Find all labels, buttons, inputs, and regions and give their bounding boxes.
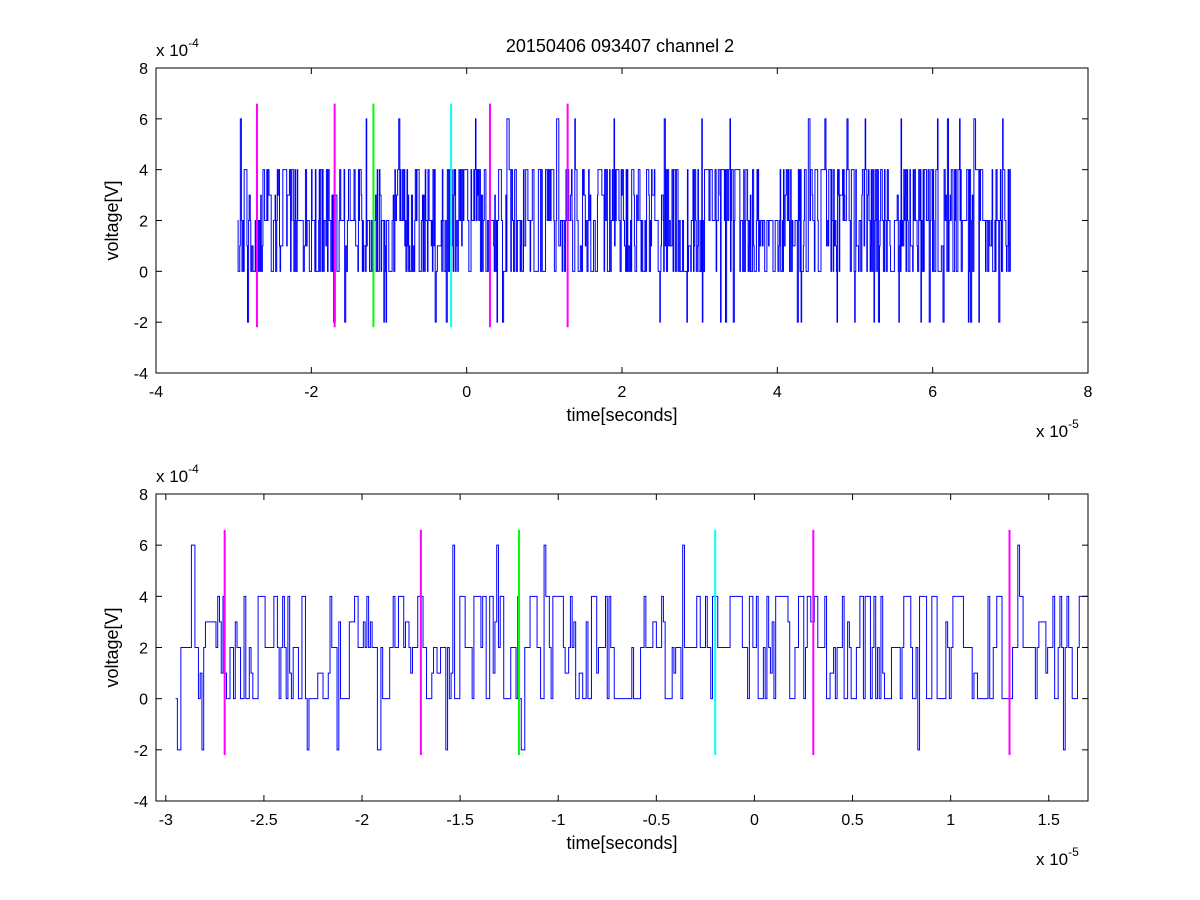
- x-multiplier-exponent: -5: [1068, 845, 1079, 859]
- x-tick-label: -2.5: [250, 812, 278, 829]
- x-tick-label: -2: [304, 384, 318, 401]
- signal-trace: [175, 544, 1088, 751]
- y-tick-label: -2: [134, 315, 148, 332]
- y-multiplier-base: x 10: [156, 467, 188, 486]
- x-tick-label: -1: [551, 812, 565, 829]
- x-tick-label: 0.5: [841, 812, 863, 829]
- x-multiplier-base: x 10: [1036, 422, 1068, 441]
- x-multiplier-exponent: -5: [1068, 417, 1079, 431]
- x-multiplier-base: x 10: [1036, 850, 1068, 869]
- x-tick-label: 8: [1084, 384, 1093, 401]
- y-multiplier-exponent: -4: [188, 462, 199, 476]
- x-tick-label: -0.5: [643, 812, 671, 829]
- x-tick-label: 0: [750, 812, 759, 829]
- x-tick-label: -4: [149, 384, 163, 401]
- x-tick-label: 4: [773, 384, 782, 401]
- x-axis-label: time[seconds]: [566, 833, 677, 853]
- y-tick-label: 0: [139, 692, 148, 709]
- x-multiplier: x 10-5: [1036, 417, 1079, 441]
- bottom-plot: -3 -2.5 -2 -1.5 -1 -0.5 0 0.5 1 1.5 -4 -2 0 2 4 6 8 time[…: [102, 462, 1089, 869]
- x-tick-label: -1.5: [446, 812, 474, 829]
- y-multiplier-base: x 10: [156, 41, 188, 60]
- y-multiplier: x 10-4: [156, 36, 199, 60]
- y-tick-label: 2: [139, 214, 148, 231]
- y-tick-label: -4: [134, 366, 148, 383]
- y-tick-label: 8: [139, 487, 148, 504]
- y-axis-label: voltage[V]: [102, 180, 122, 260]
- x-axis-label: time[seconds]: [566, 405, 677, 425]
- y-tick-label: 8: [139, 61, 148, 78]
- y-tick-label: 4: [139, 163, 148, 180]
- y-multiplier-exponent: -4: [188, 36, 199, 50]
- top-plot: -4 -2 0 2 4 6 8 -4 -2 0 2 4 6 8 time[seconds] voltage[V…: [102, 36, 1093, 441]
- y-tick-label: 0: [139, 264, 148, 281]
- y-tick-label: 6: [139, 538, 148, 555]
- x-tick-label: 0: [462, 384, 471, 401]
- x-tick-label: 1.5: [1038, 812, 1060, 829]
- y-axis-label: voltage[V]: [102, 607, 122, 687]
- chart-title: 20150406 093407 channel 2: [506, 36, 734, 56]
- x-tick-label: 2: [618, 384, 627, 401]
- x-tick-label: 1: [946, 812, 955, 829]
- y-tick-label: -4: [134, 794, 148, 811]
- y-tick-label: 4: [139, 589, 148, 606]
- y-multiplier: x 10-4: [156, 462, 199, 486]
- signal-trace: [237, 118, 1011, 323]
- x-tick-label: -3: [159, 812, 173, 829]
- y-tick-label: 2: [139, 641, 148, 658]
- y-tick-label: 6: [139, 112, 148, 129]
- x-multiplier: x 10-5: [1036, 845, 1079, 869]
- x-tick-label: 6: [928, 384, 937, 401]
- y-tick-label: -2: [134, 743, 148, 760]
- x-tick-label: -2: [355, 812, 369, 829]
